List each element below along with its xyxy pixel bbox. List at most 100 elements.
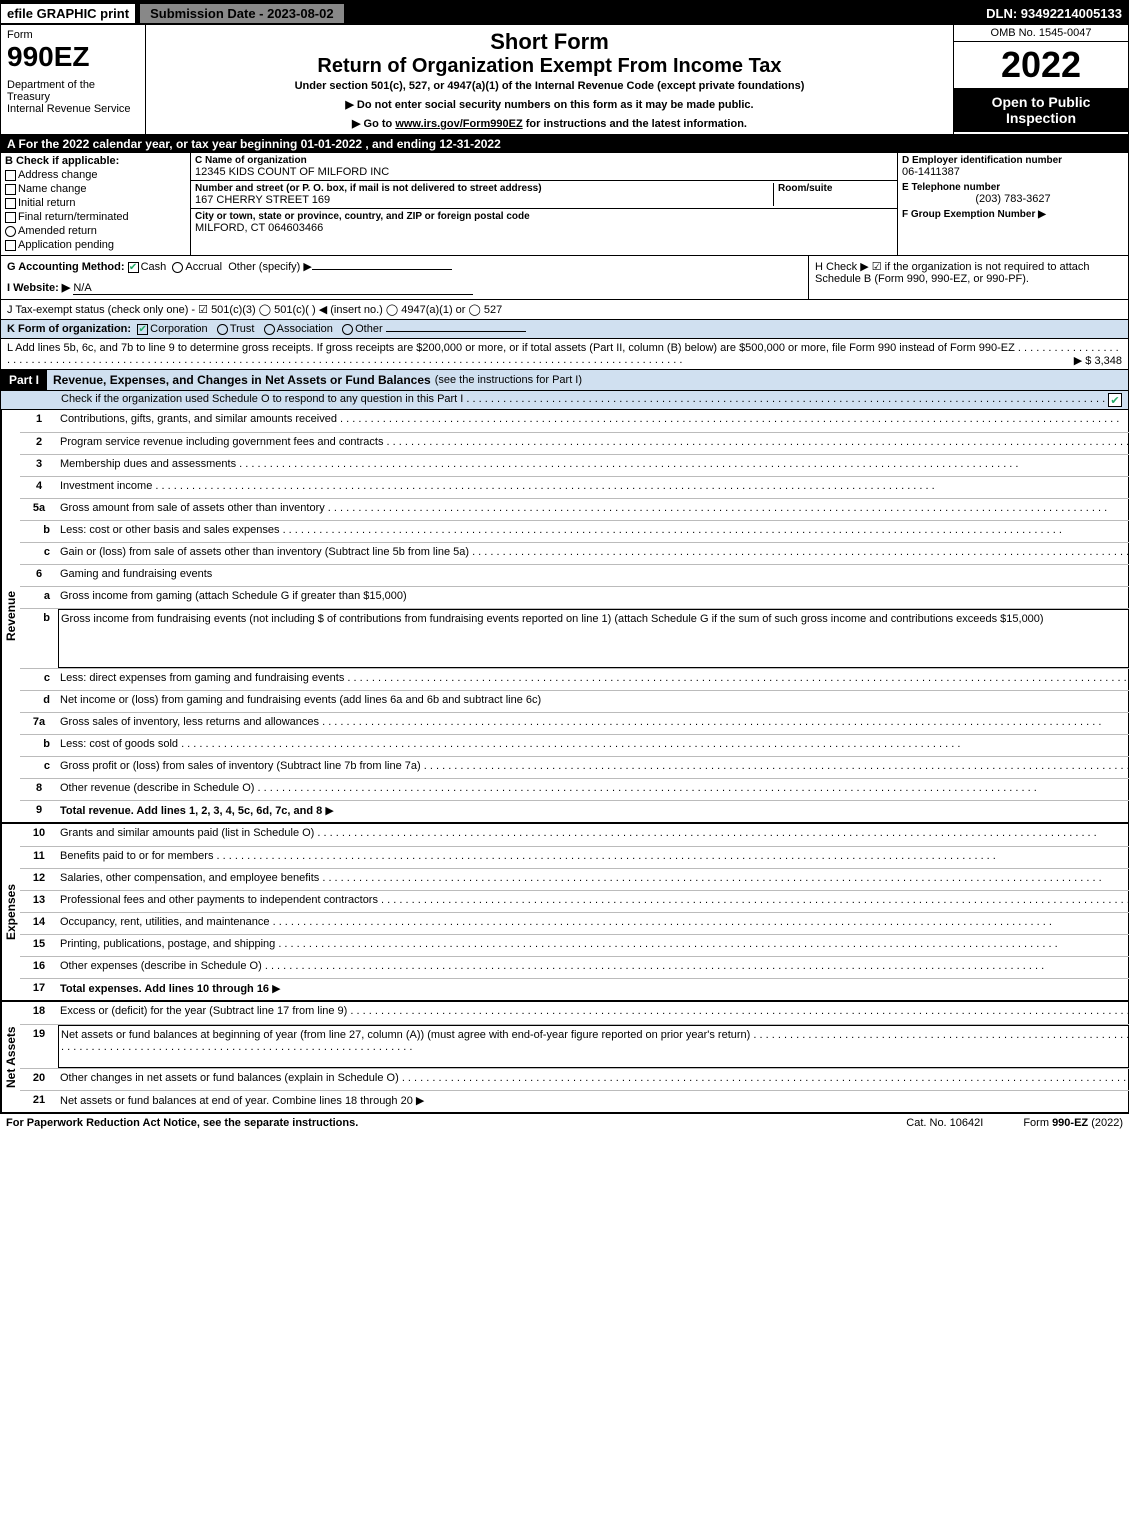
check-name-change[interactable]: Name change [5,183,186,195]
ein-value: 06-1411387 [902,166,1124,178]
efile-print-button[interactable]: efile GRAPHIC print [1,4,135,23]
line-number: 5a [20,499,58,520]
part1-tag: Part I [1,370,47,390]
corp-label: Corporation [150,323,207,335]
header-center: Short Form Return of Organization Exempt… [146,25,953,134]
check-final-return[interactable]: Final return/terminated [5,211,186,223]
header-left: Form 990EZ Department of the Treasury In… [1,25,146,134]
form-ref-num: 990-EZ [1052,1117,1088,1129]
line-7c: c Gross profit or (loss) from sales of i… [20,756,1129,778]
cash-checkbox[interactable] [128,262,139,273]
row-j: J Tax-exempt status (check only one) - ☑… [1,300,1128,320]
phone-label: E Telephone number [902,182,1124,193]
line-number: 2 [20,433,58,454]
line-18: 18 Excess or (deficit) for the year (Sub… [20,1002,1129,1024]
line-1: 1 Contributions, gifts, grants, and simi… [20,410,1129,432]
l-text: L Add lines 5b, 6c, and 7b to line 9 to … [7,342,1015,354]
line-number: 7a [20,713,58,734]
org-name-label: C Name of organization [195,155,389,166]
ein-label: D Employer identification number [902,155,1124,166]
under-section-text: Under section 501(c), 527, or 4947(a)(1)… [154,80,945,92]
check-amended-return[interactable]: Amended return [5,225,186,237]
form-ref-year: (2022) [1088,1117,1123,1129]
other-org-label: Other [355,323,383,335]
section-bcdef: B Check if applicable: Address change Na… [1,153,1128,256]
short-form-title: Short Form [154,29,945,55]
line-desc: Excess or (deficit) for the year (Subtra… [58,1002,1129,1024]
department-label: Department of the Treasury Internal Reve… [7,79,139,115]
line-desc: Other expenses (describe in Schedule O) [58,957,1129,978]
line-15: 15 Printing, publications, postage, and … [20,934,1129,956]
line-desc: Salaries, other compensation, and employ… [58,869,1129,890]
line-desc: Occupancy, rent, utilities, and maintena… [58,913,1129,934]
line-number: 11 [20,847,58,868]
trust-radio[interactable] [217,324,228,335]
line-number: 6 [20,565,58,586]
assoc-radio[interactable] [264,324,275,335]
line-desc: Net assets or fund balances at beginning… [58,1025,1129,1068]
line-desc: Net assets or fund balances at end of ye… [58,1091,1129,1112]
irs-link[interactable]: www.irs.gov/Form990EZ [395,118,522,130]
part1-header: Part I Revenue, Expenses, and Changes in… [1,370,1128,391]
check-application-pending[interactable]: Application pending [5,239,186,251]
line-number: 20 [20,1069,58,1090]
phone-row: E Telephone number (203) 783-3627 [898,180,1128,207]
assoc-label: Association [277,323,333,335]
form-container: efile GRAPHIC print Submission Date - 20… [0,0,1129,1114]
city-row: City or town, state or province, country… [191,209,897,236]
row-k: K Form of organization: Corporation Trus… [1,320,1128,339]
line-10: 10 Grants and similar amounts paid (list… [20,824,1129,846]
street-value: 167 CHERRY STREET 169 [195,194,773,206]
line-number: 4 [20,477,58,498]
city-label: City or town, state or province, country… [195,211,530,222]
other-specify-input[interactable] [312,269,452,270]
other-label: Other (specify) ▶ [228,261,312,273]
submission-date-button[interactable]: Submission Date - 2023-08-02 [139,3,345,24]
line-desc: Membership dues and assessments [58,455,1129,476]
line-11: 11 Benefits paid to or for members 11 [20,846,1129,868]
line-number: 17 [20,979,58,1000]
line-desc: Less: cost of goods sold [58,735,1129,756]
line-number: c [20,757,58,778]
cash-label: Cash [141,261,167,273]
line-6b: b Gross income from fundraising events (… [20,608,1129,668]
goto-pre: ▶ Go to [352,118,395,130]
tax-year: 2022 [954,42,1128,88]
l-amount: ▶ $ 3,348 [1074,354,1122,367]
form-word: Form [7,29,139,41]
other-radio[interactable] [342,324,353,335]
line-desc: Investment income [58,477,1129,498]
line-8: 8 Other revenue (describe in Schedule O)… [20,778,1129,800]
phone-value: (203) 783-3627 [902,193,1124,205]
check-label: Application pending [18,239,114,251]
check-label: Amended return [18,225,97,237]
line-number: 19 [20,1025,58,1068]
corp-checkbox[interactable] [137,324,148,335]
accrual-radio[interactable] [172,262,183,273]
k-label: K Form of organization: [7,323,131,335]
check-initial-return[interactable]: Initial return [5,197,186,209]
line-desc: Contributions, gifts, grants, and simila… [58,410,1129,432]
row-l: L Add lines 5b, 6c, and 7b to line 9 to … [1,339,1128,370]
line-20: 20 Other changes in net assets or fund b… [20,1068,1129,1090]
omb-number: OMB No. 1545-0047 [954,25,1128,42]
ein-row: D Employer identification number 06-1411… [898,153,1128,180]
part1-checkbox[interactable]: ✔ [1108,393,1122,407]
column-c: C Name of organization 12345 KIDS COUNT … [191,153,898,255]
line-number: d [20,691,58,712]
check-address-change[interactable]: Address change [5,169,186,181]
top-bar: efile GRAPHIC print Submission Date - 20… [1,1,1128,25]
line-desc: Gaming and fundraising events [58,565,1129,586]
line-number: 8 [20,779,58,800]
g-label: G Accounting Method: [7,261,125,273]
check-label: Final return/terminated [18,211,129,223]
line-desc: Gross profit or (loss) from sales of inv… [58,757,1129,778]
line-4: 4 Investment income 4 4 [20,476,1129,498]
line-number: c [20,669,58,690]
line-desc: Total revenue. Add lines 1, 2, 3, 4, 5c,… [58,801,1129,822]
group-exemption-row: F Group Exemption Number ▶ [898,207,1128,222]
room-suite: Room/suite [773,183,893,206]
street-label: Number and street (or P. O. box, if mail… [195,183,773,194]
line-desc: Gross income from fundraising events (no… [58,609,1129,668]
other-org-input[interactable] [386,331,526,332]
